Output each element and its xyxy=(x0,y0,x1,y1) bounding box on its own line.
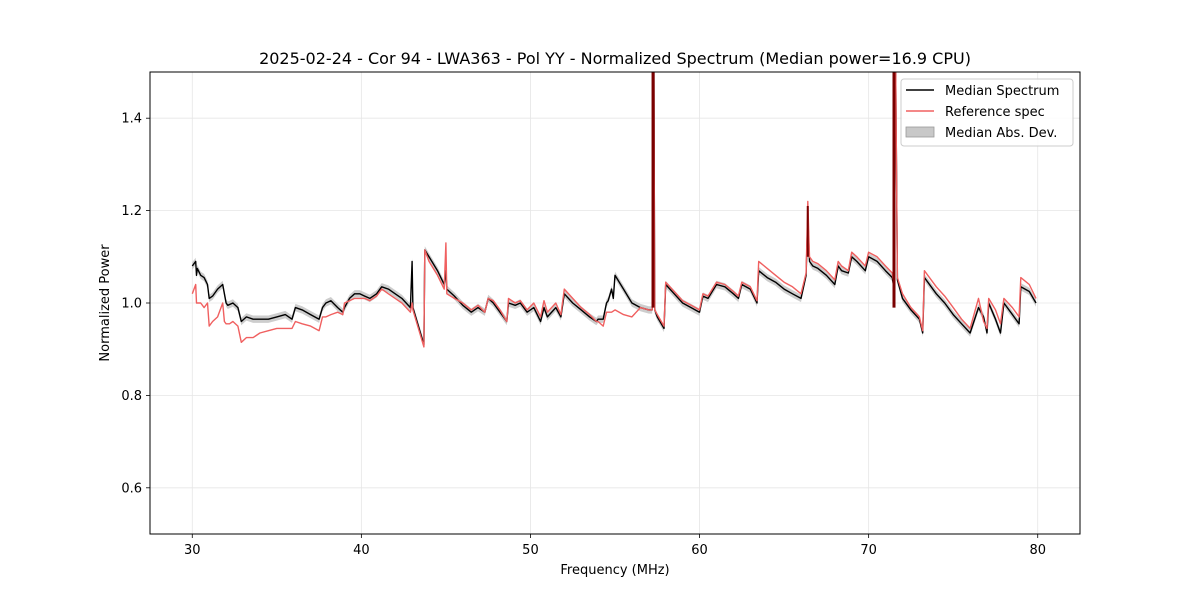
chart-title: 2025-02-24 - Cor 94 - LWA363 - Pol YY - … xyxy=(259,49,971,68)
data-layer xyxy=(191,72,1037,349)
legend-label-reference: Reference spec xyxy=(945,105,1045,120)
axis-ticks: 30 40 50 60 70 80 0.6 0.8 1.0 1.2 1.4 xyxy=(121,112,1046,558)
legend-swatch-mad xyxy=(905,126,935,138)
legend: Median Spectrum Reference spec Median Ab… xyxy=(900,78,1074,147)
x-tick-label: 80 xyxy=(1029,543,1046,558)
y-axis-label: Normalized Power xyxy=(98,244,113,362)
legend-label-mad: Median Abs. Dev. xyxy=(945,126,1057,141)
x-tick-label: 60 xyxy=(691,543,708,558)
x-tick-label: 70 xyxy=(860,543,877,558)
x-axis-label: Frequency (MHz) xyxy=(560,563,669,578)
y-tick-label: 1.4 xyxy=(121,112,142,127)
y-tick-label: 1.2 xyxy=(121,204,142,219)
legend-label-median: Median Spectrum xyxy=(945,84,1059,99)
x-tick-label: 50 xyxy=(522,543,539,558)
y-tick-label: 0.8 xyxy=(121,389,142,404)
legend-box xyxy=(900,78,1074,147)
x-tick-label: 30 xyxy=(184,543,201,558)
x-tick-label: 40 xyxy=(353,543,370,558)
y-tick-label: 0.6 xyxy=(121,481,142,496)
y-tick-label: 1.0 xyxy=(121,297,142,312)
